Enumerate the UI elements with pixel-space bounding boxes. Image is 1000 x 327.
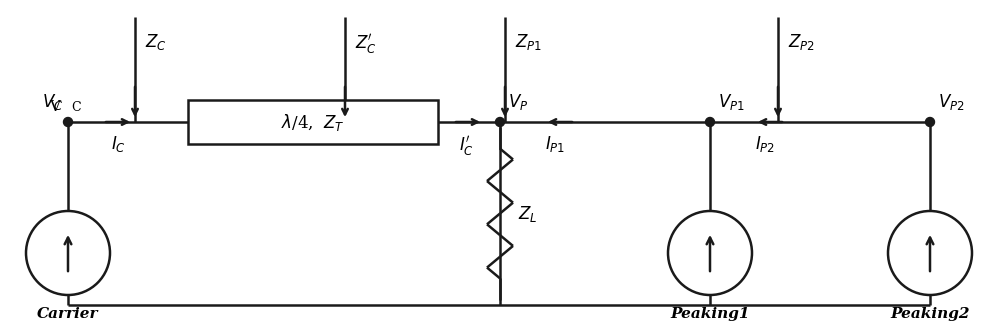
Text: $I_{P2}$: $I_{P2}$ (755, 134, 775, 154)
Text: $Z_L$: $Z_L$ (518, 203, 538, 223)
Text: $Z_{P2}$: $Z_{P2}$ (788, 32, 815, 52)
Text: $I_C$: $I_C$ (111, 134, 125, 154)
Bar (188, 100, 438, 144)
Text: $\lambda$/4,  $Z_T$: $\lambda$/4, $Z_T$ (281, 112, 345, 132)
Circle shape (926, 117, 935, 127)
Circle shape (706, 117, 714, 127)
Text: $V_C$: $V_C$ (42, 92, 63, 112)
Text: Carrier: Carrier (37, 307, 99, 321)
Text: V: V (49, 100, 60, 114)
Text: $I_C'$: $I_C'$ (459, 134, 473, 158)
Text: $V_{P2}$: $V_{P2}$ (938, 92, 965, 112)
Text: $Z_C$: $Z_C$ (145, 32, 167, 52)
Text: $Z_C'$: $Z_C'$ (355, 32, 377, 56)
Text: C: C (71, 101, 81, 114)
Text: $V_{P1}$: $V_{P1}$ (718, 92, 745, 112)
Text: Peaking2: Peaking2 (890, 307, 970, 321)
Circle shape (496, 117, 505, 127)
Circle shape (64, 117, 72, 127)
Text: Peaking1: Peaking1 (670, 307, 750, 321)
Text: $Z_{P1}$: $Z_{P1}$ (515, 32, 542, 52)
Text: $V_P$: $V_P$ (508, 92, 528, 112)
Text: $I_{P1}$: $I_{P1}$ (545, 134, 565, 154)
